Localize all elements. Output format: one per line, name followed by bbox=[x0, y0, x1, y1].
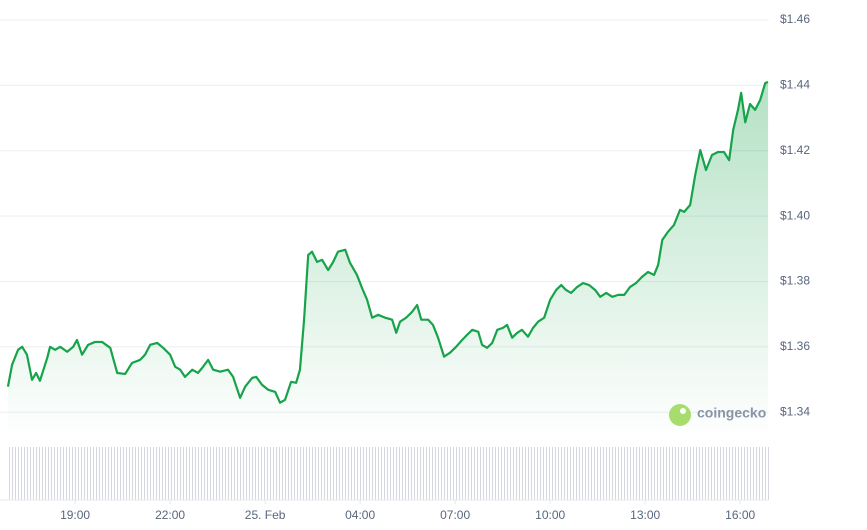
y-tick-label: $1.40 bbox=[780, 208, 810, 222]
x-tick-label: 13:00 bbox=[630, 508, 660, 522]
x-tick-label: 19:00 bbox=[60, 508, 90, 522]
watermark-logo bbox=[669, 404, 691, 426]
x-tick-label: 07:00 bbox=[440, 508, 470, 522]
price-line bbox=[6, 81, 769, 404]
y-tick-label: $1.46 bbox=[780, 12, 810, 26]
y-tick-label: $1.44 bbox=[780, 78, 810, 92]
watermark-logo-eye bbox=[680, 408, 686, 414]
y-tick-label: $1.38 bbox=[780, 274, 810, 288]
y-tick-label: $1.42 bbox=[780, 143, 810, 157]
y-tick-label: $1.34 bbox=[780, 404, 810, 418]
x-tick-label: 16:00 bbox=[725, 508, 755, 522]
x-tick-label: 25. Feb bbox=[245, 508, 286, 522]
watermark: coingecko bbox=[669, 404, 766, 426]
area-fill bbox=[7, 82, 769, 439]
x-tick-label: 10:00 bbox=[535, 508, 565, 522]
y-tick-label: $1.36 bbox=[780, 339, 810, 353]
x-tick-label: 04:00 bbox=[345, 508, 375, 522]
watermark-text: coingecko bbox=[697, 405, 766, 421]
x-tick-label: 22:00 bbox=[155, 508, 185, 522]
volume-band bbox=[7, 447, 769, 500]
